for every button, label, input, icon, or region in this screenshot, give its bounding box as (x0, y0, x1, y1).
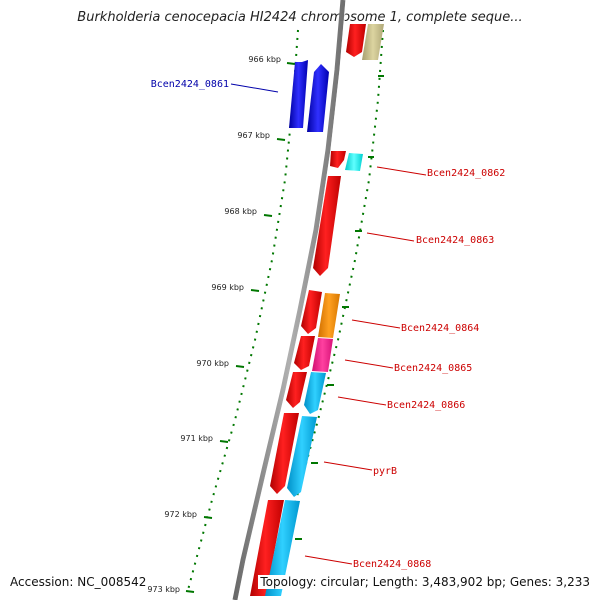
gene-top-red[interactable] (346, 24, 366, 57)
svg-text:967 kbp: 967 kbp (237, 131, 270, 140)
tick-966: 966 kbp (248, 55, 296, 65)
gene-red-a[interactable] (301, 290, 322, 334)
svg-text:972 kbp: 972 kbp (164, 510, 197, 519)
map-title: Burkholderia cenocepacia HI2424 chromoso… (77, 10, 523, 25)
tick-968: 968 kbp (224, 207, 273, 217)
gene-bcen2424-0863[interactable] (313, 176, 341, 276)
gene-red-c[interactable] (286, 372, 307, 408)
tick-967: 967 kbp (237, 131, 286, 141)
gene-bcen2424-0862[interactable] (345, 153, 363, 171)
label-bcen2424-0861[interactable]: Bcen2424_0861 (151, 79, 229, 90)
label-bcen2424-0865[interactable]: Bcen2424_0865 (394, 363, 472, 374)
tick-972: 972 kbp (164, 510, 213, 519)
svg-text:973 kbp: 973 kbp (147, 585, 180, 594)
svg-text:966 kbp: 966 kbp (248, 55, 281, 64)
gene-red-e[interactable] (250, 500, 284, 596)
svg-text:969 kbp: 969 kbp (211, 283, 244, 292)
tick-969: 969 kbp (211, 283, 260, 292)
scale-dotted-line (187, 29, 299, 591)
tick-970: 970 kbp (196, 359, 245, 368)
label-pyrb[interactable]: pyrB (373, 466, 397, 477)
gene-bcen2424-0865[interactable] (312, 338, 333, 372)
gene-red-b[interactable] (294, 336, 315, 370)
gene-top-khaki[interactable] (362, 24, 384, 60)
gene-bcen2424-0868[interactable] (265, 500, 300, 596)
label-bcen2424-0863[interactable]: Bcen2424_0863 (416, 235, 494, 246)
gene-bcen2424-0862-red[interactable] (330, 151, 346, 168)
tick-971: 971 kbp (180, 434, 229, 443)
svg-text:970 kbp: 970 kbp (196, 359, 229, 368)
gene-bcen2424-0866[interactable] (304, 372, 326, 414)
label-bcen2424-0866[interactable]: Bcen2424_0866 (387, 400, 465, 411)
gene-pyrb[interactable] (287, 416, 317, 497)
svg-text:971 kbp: 971 kbp (180, 434, 213, 443)
accession-text: Accession: NC_008542 (8, 575, 149, 589)
inner-ticks (295, 75, 384, 540)
svg-text:968 kbp: 968 kbp (224, 207, 257, 216)
scale-ticks: 966 kbp 967 kbp 968 kbp 969 kbp 970 kbp … (147, 55, 296, 594)
gene-red-d[interactable] (270, 413, 299, 494)
label-bcen2424-0868[interactable]: Bcen2424_0868 (353, 559, 431, 570)
gene-bcen2424-0864[interactable] (318, 293, 340, 338)
chromosome-backbone (232, 0, 346, 600)
genome-summary-text: Topology: circular; Length: 3,483,902 bp… (258, 575, 592, 589)
label-bcen2424-0864[interactable]: Bcen2424_0864 (401, 323, 479, 334)
label-bcen2424-0862[interactable]: Bcen2424_0862 (427, 168, 505, 179)
tick-973: 973 kbp (147, 585, 195, 594)
gene-bcen2424-0861[interactable] (289, 60, 329, 132)
label-callouts (230, 83, 427, 565)
gene-labels: Bcen2424_0861 Bcen2424_0862 Bcen2424_086… (151, 79, 506, 570)
